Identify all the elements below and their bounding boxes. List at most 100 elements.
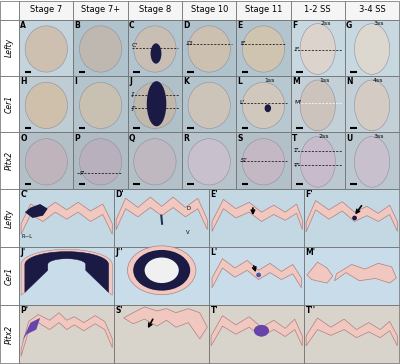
- Text: N: N: [346, 77, 353, 86]
- Ellipse shape: [354, 80, 390, 131]
- Bar: [291, 1, 345, 20]
- Text: 3ss: 3ss: [373, 134, 384, 139]
- Bar: [74, 132, 128, 189]
- Bar: [0, 305, 19, 363]
- Ellipse shape: [352, 215, 357, 220]
- Polygon shape: [307, 262, 333, 283]
- Text: P': P': [79, 171, 84, 176]
- Text: 1ss: 1ss: [264, 78, 275, 83]
- Ellipse shape: [25, 26, 68, 72]
- Bar: [304, 305, 399, 363]
- Ellipse shape: [354, 24, 390, 74]
- Polygon shape: [212, 259, 301, 288]
- Bar: [0, 1, 19, 20]
- Ellipse shape: [242, 82, 285, 128]
- Text: Cer1: Cer1: [5, 267, 14, 285]
- Polygon shape: [25, 252, 108, 292]
- Bar: [291, 132, 345, 189]
- Text: F': F': [306, 190, 313, 199]
- Text: S': S': [115, 306, 123, 315]
- Text: Cer1: Cer1: [5, 95, 14, 113]
- Text: 1ss: 1ss: [319, 78, 329, 83]
- Text: D: D: [183, 21, 190, 30]
- Text: 2ss: 2ss: [319, 134, 329, 139]
- Bar: [0, 189, 19, 247]
- Text: Stage 11: Stage 11: [245, 5, 282, 14]
- Bar: [236, 132, 291, 189]
- Polygon shape: [116, 197, 207, 230]
- Text: Stage 7: Stage 7: [30, 5, 62, 14]
- Bar: [19, 132, 74, 189]
- Text: P': P': [20, 306, 28, 315]
- Ellipse shape: [300, 24, 336, 74]
- Text: T'': T'': [306, 306, 316, 315]
- Bar: [182, 1, 236, 20]
- Ellipse shape: [188, 82, 230, 128]
- Bar: [74, 76, 128, 132]
- Text: Stage 10: Stage 10: [190, 5, 228, 14]
- Text: T': T': [210, 306, 218, 315]
- Polygon shape: [334, 263, 396, 283]
- Polygon shape: [21, 249, 112, 295]
- Ellipse shape: [145, 257, 179, 283]
- Ellipse shape: [25, 139, 68, 185]
- Text: S: S: [238, 134, 243, 143]
- Bar: [19, 305, 114, 363]
- Ellipse shape: [242, 26, 285, 72]
- Text: C': C': [20, 190, 28, 199]
- Text: S": S": [241, 158, 248, 163]
- Bar: [209, 189, 304, 247]
- Text: Pitx2: Pitx2: [5, 325, 14, 344]
- Bar: [345, 132, 399, 189]
- Bar: [0, 247, 19, 305]
- Bar: [182, 132, 236, 189]
- Text: Pitx2: Pitx2: [5, 151, 14, 170]
- Polygon shape: [25, 204, 48, 218]
- Text: J': J': [131, 92, 135, 97]
- Text: C: C: [129, 21, 134, 30]
- Text: E': E': [241, 41, 246, 46]
- Text: I: I: [75, 77, 78, 86]
- Polygon shape: [21, 202, 112, 234]
- Polygon shape: [21, 318, 40, 342]
- Polygon shape: [212, 199, 302, 232]
- Bar: [19, 189, 114, 247]
- Ellipse shape: [147, 81, 166, 126]
- Bar: [114, 305, 209, 363]
- Text: M': M': [294, 100, 301, 105]
- Bar: [0, 132, 19, 189]
- Text: F: F: [292, 21, 297, 30]
- Bar: [345, 1, 399, 20]
- Bar: [128, 132, 182, 189]
- Text: Q: Q: [129, 134, 136, 143]
- Text: O: O: [20, 134, 27, 143]
- Text: A: A: [20, 21, 26, 30]
- Text: C': C': [132, 43, 138, 48]
- Bar: [19, 247, 114, 305]
- Polygon shape: [211, 316, 302, 346]
- Bar: [114, 247, 209, 305]
- Text: J: J: [129, 77, 132, 86]
- Text: Stage 8: Stage 8: [139, 5, 171, 14]
- Bar: [236, 1, 291, 20]
- Text: T": T": [294, 163, 301, 168]
- Bar: [291, 20, 345, 76]
- Ellipse shape: [300, 136, 336, 187]
- Bar: [291, 76, 345, 132]
- Bar: [128, 20, 182, 76]
- Polygon shape: [124, 307, 207, 339]
- Bar: [236, 76, 291, 132]
- Text: L': L': [240, 100, 245, 105]
- Bar: [345, 76, 399, 132]
- Bar: [209, 305, 304, 363]
- Bar: [0, 20, 19, 76]
- Text: T': T': [294, 148, 300, 153]
- Text: 4ss: 4ss: [373, 78, 384, 83]
- Text: 1-2 SS: 1-2 SS: [304, 5, 331, 14]
- Text: 2ss: 2ss: [320, 21, 331, 26]
- Text: R: R: [183, 134, 189, 143]
- Ellipse shape: [256, 273, 261, 277]
- Text: H: H: [20, 77, 27, 86]
- Bar: [128, 76, 182, 132]
- Ellipse shape: [80, 26, 122, 72]
